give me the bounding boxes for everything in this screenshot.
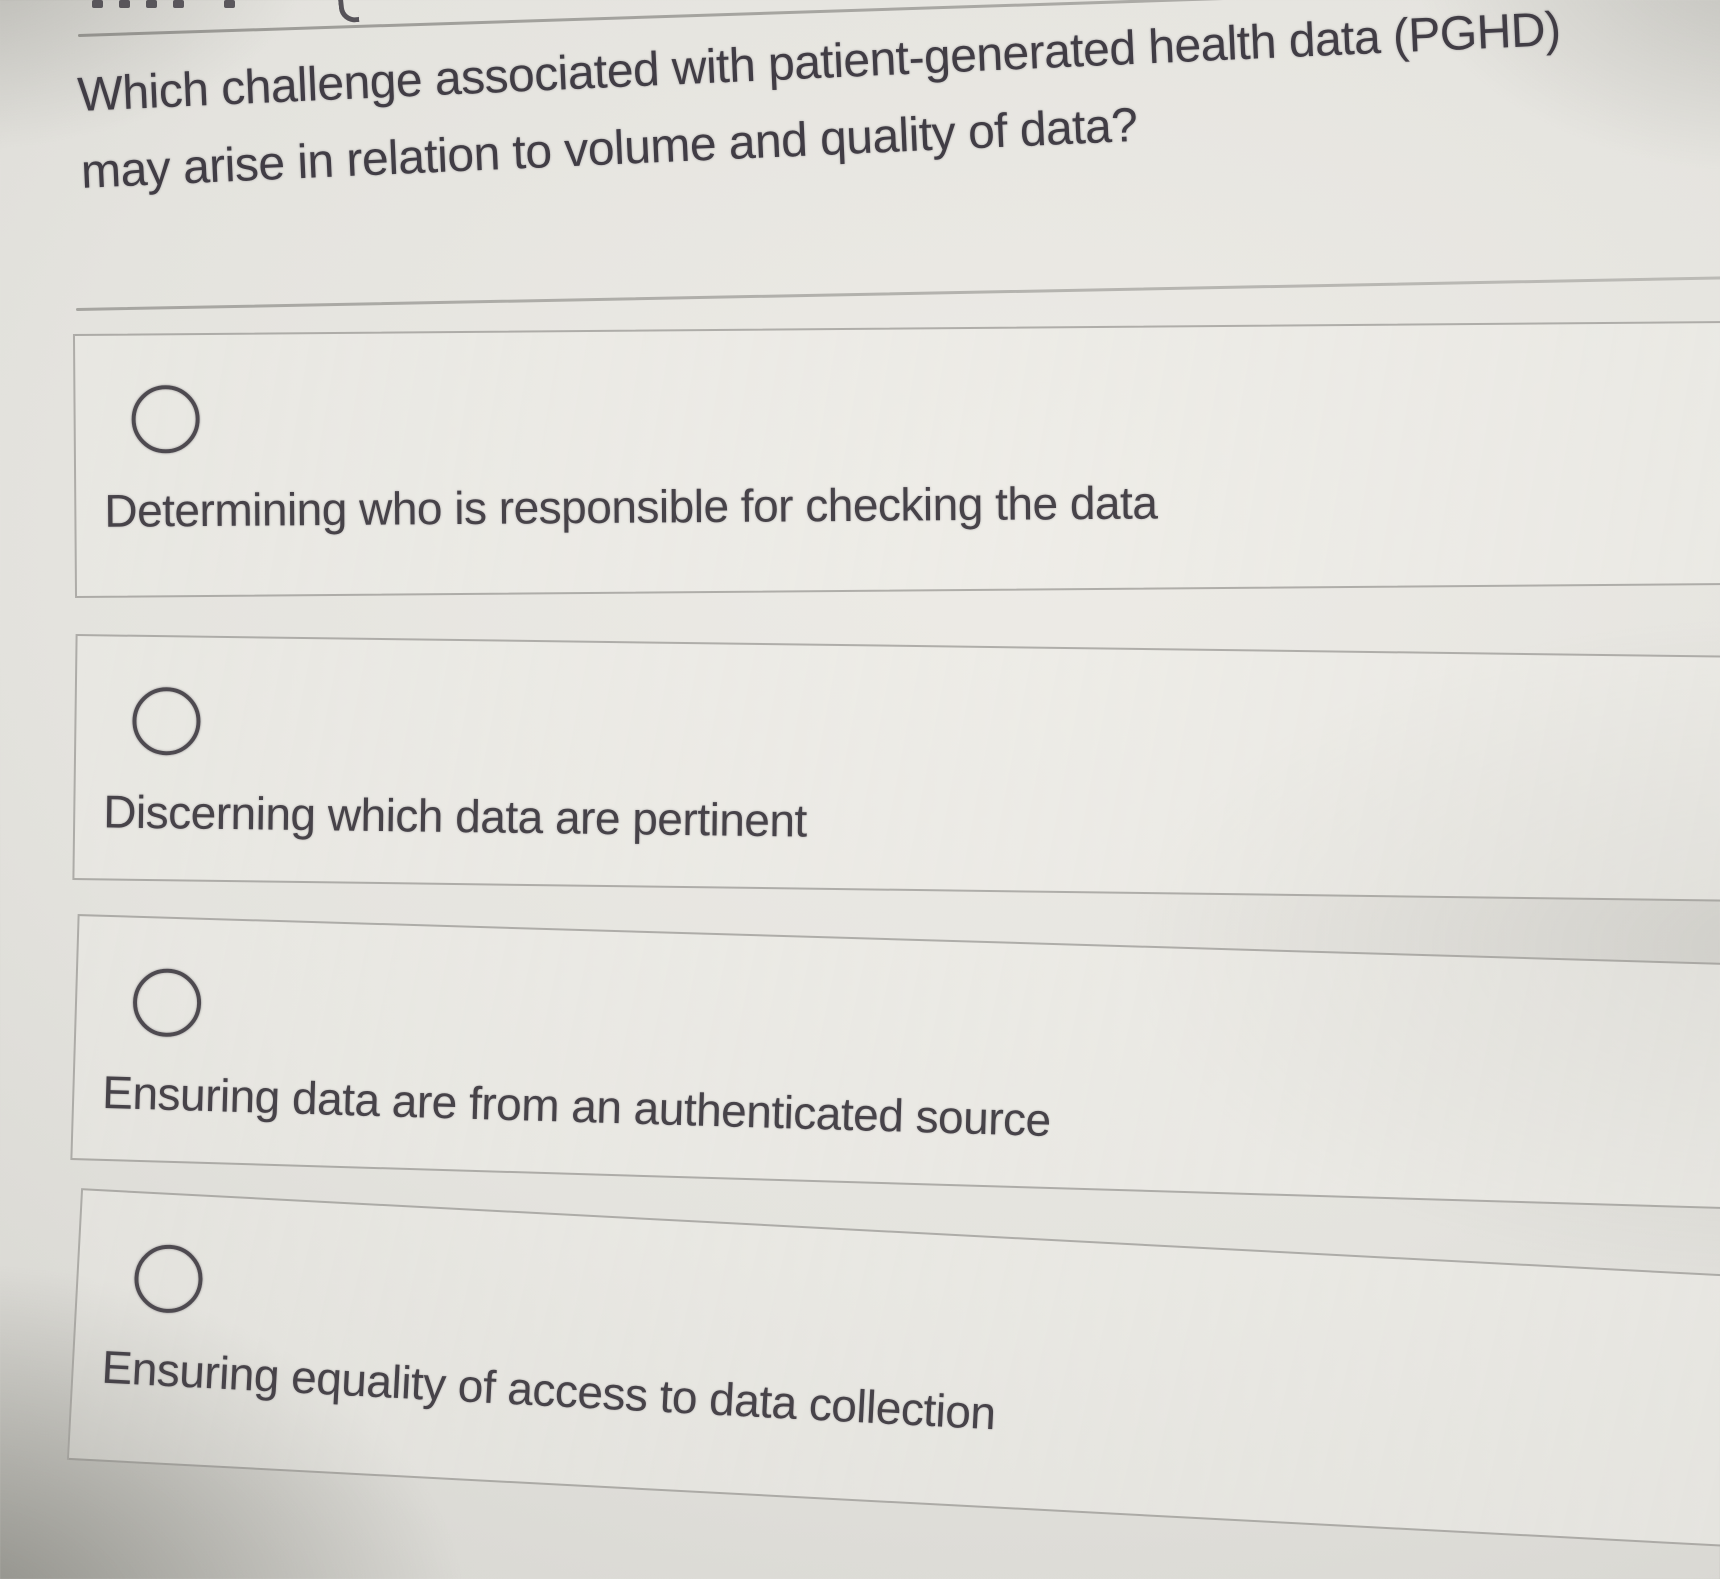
clipped-text-remnant [92,0,360,24]
question-text: Which challenge associated with patient-… [76,2,1562,199]
remnant-mark [224,0,235,8]
answer-option[interactable]: Determining who is responsible for check… [72,320,1720,598]
radio-button[interactable] [132,1243,205,1315]
answer-option-label: Determining who is responsible for check… [104,476,1158,537]
answer-option[interactable]: Discerning which data are pertinent [72,634,1720,903]
answer-option-label: Ensuring equality of access to data coll… [100,1340,997,1440]
answer-option-label: Discerning which data are pertinent [102,785,808,847]
remnant-mark [146,0,157,8]
answer-option[interactable]: Ensuring data are from an authenticated … [70,914,1720,1211]
answer-option-label: Ensuring data are from an authenticated … [101,1065,1052,1146]
radio-button[interactable] [132,686,201,756]
radio-button[interactable] [131,385,200,454]
remnant-mark [337,0,360,24]
remnant-mark [173,0,184,8]
answer-option[interactable]: Ensuring equality of access to data coll… [66,1188,1720,1550]
question-divider [75,276,1720,311]
remnant-mark [92,0,103,8]
remnant-mark [119,0,130,8]
radio-button[interactable] [132,967,203,1038]
